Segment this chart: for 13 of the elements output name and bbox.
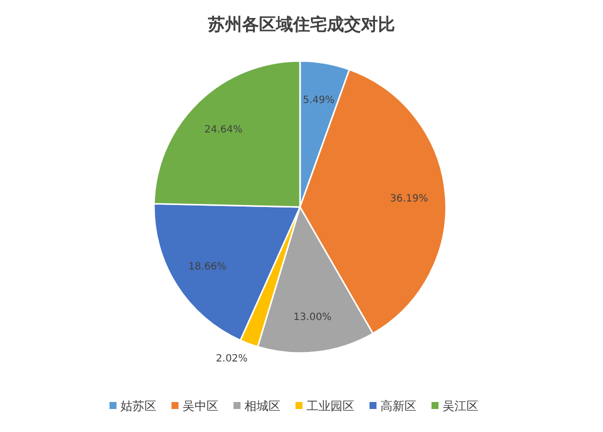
data-label: 13.00% — [293, 312, 332, 323]
data-label: 24.64% — [204, 124, 243, 136]
legend-label: 工业园区 — [306, 399, 354, 413]
legend-label: 姑苏区 — [120, 399, 156, 413]
chart-title: 苏州各区域住宅成交对比 — [207, 15, 395, 35]
legend-label: 高新区 — [380, 399, 416, 413]
legend-label: 吴中区 — [182, 399, 218, 413]
data-label: 2.02% — [216, 353, 248, 364]
data-label: 36.19% — [390, 193, 428, 204]
data-label: 18.66% — [188, 262, 227, 272]
legend-label: 吴江区 — [442, 399, 478, 413]
legend-label: 相城区 — [244, 399, 280, 413]
data-label: 5.49% — [302, 95, 335, 106]
